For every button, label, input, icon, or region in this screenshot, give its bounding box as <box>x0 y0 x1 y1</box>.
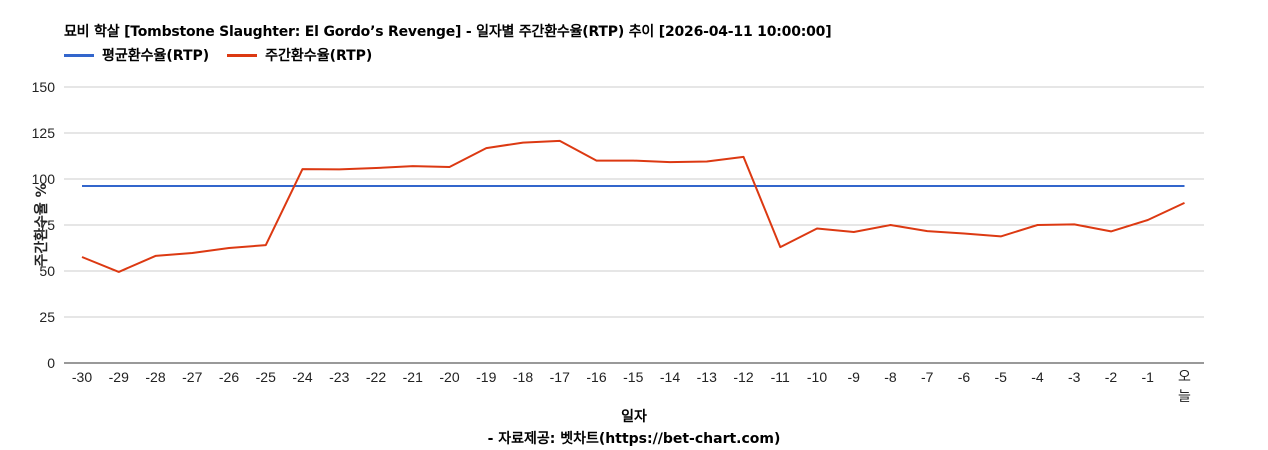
x-tick-label: 늘 <box>1178 389 1191 405</box>
x-tick-label: -20 <box>439 369 459 385</box>
x-tick-label: -13 <box>697 369 717 385</box>
y-tick-label: 125 <box>32 125 56 141</box>
x-tick-label: -25 <box>256 369 276 385</box>
x-tick-label: -7 <box>921 369 934 385</box>
x-tick-label: -1 <box>1142 369 1155 385</box>
x-tick-label: -28 <box>145 369 165 385</box>
legend-swatch-blue <box>64 53 94 57</box>
y-tick-label: 100 <box>32 171 56 187</box>
legend-label: 평균환수율(RTP) <box>102 48 210 64</box>
x-tick-label: -19 <box>476 369 496 385</box>
x-tick-label: -26 <box>219 369 239 385</box>
x-tick-label: -2 <box>1105 369 1118 385</box>
x-tick-label: -14 <box>660 369 680 385</box>
x-tick-label: -12 <box>733 369 753 385</box>
x-tick-label: 오 <box>1178 369 1191 385</box>
x-tick-label: -27 <box>182 369 202 385</box>
y-tick-label: 0 <box>47 355 55 371</box>
x-tick-label: -21 <box>403 369 423 385</box>
legend-swatch-red <box>227 53 258 57</box>
x-tick-label: -10 <box>807 369 827 385</box>
y-tick-label: 150 <box>32 79 56 95</box>
x-tick-label: -11 <box>771 369 790 385</box>
x-tick-label: -5 <box>995 369 1008 385</box>
y-axis-label: 주간환수율 % <box>33 183 50 266</box>
x-tick-label: -18 <box>513 369 533 385</box>
legend: 평균환수율(RTP) 주간환수율(RTP) <box>64 45 390 65</box>
x-tick-label: -3 <box>1068 369 1081 385</box>
x-axis-label: 일자 <box>621 409 647 425</box>
x-tick-label: -29 <box>109 369 129 385</box>
y-tick-label: 50 <box>39 263 55 279</box>
x-tick-label: -23 <box>329 369 349 385</box>
x-tick-label: -6 <box>958 369 971 385</box>
x-tick-label: -22 <box>366 369 386 385</box>
legend-item-average-rtp[interactable]: 평균환수율(RTP) <box>64 45 209 65</box>
x-tick-label: -15 <box>623 369 643 385</box>
x-tick-label: -4 <box>1031 369 1044 385</box>
weekly-rtp-line[interactable] <box>81 139 1185 273</box>
legend-label: 주간환수율(RTP) <box>265 48 373 64</box>
x-tick-label: -30 <box>72 369 92 385</box>
data-credit: - 자료제공: 벳차트(https://bet-chart.com) <box>487 431 781 447</box>
x-tick-label: -17 <box>550 369 570 385</box>
y-tick-label: 25 <box>39 309 55 325</box>
x-tick-label: -8 <box>884 369 897 385</box>
y-tick-label: 75 <box>39 217 55 233</box>
x-tick-label: -9 <box>848 369 861 385</box>
x-tick-label: -24 <box>292 369 312 385</box>
legend-item-weekly-rtp[interactable]: 주간환수율(RTP) <box>227 45 372 65</box>
chart-title: 묘비 학살 [Tombstone Slaughter: El Gordo’s R… <box>64 24 832 40</box>
x-tick-label: -16 <box>586 369 606 385</box>
